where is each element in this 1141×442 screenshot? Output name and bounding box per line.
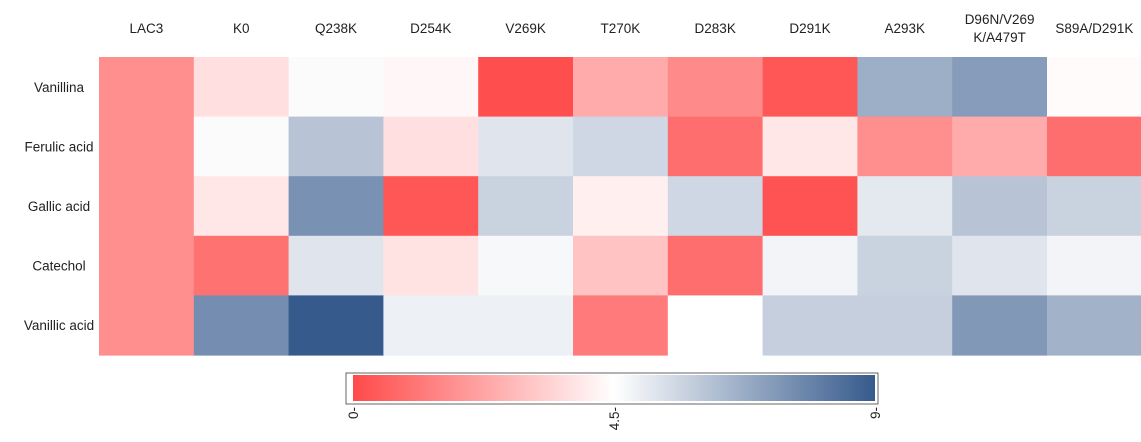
column-label-line: D254K — [410, 21, 451, 36]
column-label-line: A293K — [885, 21, 926, 36]
row-label-1: Ferulic acid — [24, 139, 93, 154]
heatmap-cell: Vanillic acid / LAC3: 1.7 — [99, 295, 195, 356]
column-label-4: V269K — [505, 21, 546, 36]
heatmap-cell: Vanillina / A293K: 6.7 — [857, 57, 953, 118]
column-label-7: D291K — [789, 21, 830, 36]
row-label-0: Vanillina — [34, 80, 85, 95]
heatmap-cell: Gallic acid / D96N/V269K/A479T: 6.1 — [952, 176, 1048, 237]
heatmap-cell: Catechol / A293K: 5.7 — [857, 235, 953, 296]
heatmap-cell: Vanillina / D96N/V269K/A479T: 7.2 — [952, 57, 1048, 118]
column-label-line: V269K — [505, 21, 546, 36]
heatmap-cell: Vanillic acid / D283K: 4.5 — [667, 295, 764, 356]
heatmap-cell: Gallic acid / Q238K: 7.5 — [288, 176, 384, 237]
column-label-5: T270K — [601, 21, 641, 36]
heatmap-cell: Catechol / S89A/D291K: 4.8 — [1047, 235, 1141, 296]
heatmap-cell: Gallic acid / A293K: 5.1 — [857, 176, 953, 237]
column-label-line: Q238K — [315, 21, 357, 36]
row-label-2: Gallic acid — [28, 199, 90, 214]
colorbar-ticks: 0- 4.5- 9- — [346, 407, 883, 430]
column-label-line: D96N/V269 — [965, 12, 1035, 27]
heatmap-cell: Gallic acid / LAC3: 1.7 — [99, 176, 195, 237]
column-label-6: D283K — [695, 21, 736, 36]
heatmap-cell: Catechol / V269K: 4.7 — [478, 235, 574, 296]
heatmap-cell: Vanillic acid / A293K: 5.8 — [857, 295, 953, 356]
heatmap-cell: Ferulic acid / D291K: 3.9 — [762, 116, 858, 177]
heatmap-cell: Gallic acid / V269K: 5.7 — [478, 176, 574, 237]
heatmap-cell: Catechol / LAC3: 1.7 — [99, 235, 195, 296]
column-label-2: Q238K — [315, 21, 357, 36]
colorbar-tick-label-1: 4.5- — [607, 407, 622, 430]
row-label-3: Catechol — [32, 259, 85, 274]
heatmap-cell: Vanillic acid / D291K: 5.8 — [762, 295, 858, 356]
colorbar-frame — [345, 372, 879, 405]
heatmap-cell: Gallic acid / S89A/D291K: 5.7 — [1047, 176, 1141, 237]
heatmap-cell: Catechol / Q238K: 5.2 — [288, 235, 384, 296]
heatmap-cell: Vanillina / LAC3: 1.7 — [99, 57, 195, 118]
colorbar: 0- 4.5- 9- — [345, 372, 883, 430]
row-label-4: Vanillic acid — [24, 318, 94, 333]
heatmap-cell: Gallic acid / K0: 3.9 — [193, 176, 290, 237]
heatmap-cell: Ferulic acid / D96N/V269K/A479T: 2.4 — [952, 116, 1048, 177]
heatmap-cell: Vanillina / D291K: 0.3 — [762, 57, 858, 118]
colorbar-gradient — [353, 375, 875, 401]
column-label-line: D291K — [789, 21, 830, 36]
column-label-8: A293K — [885, 21, 926, 36]
column-label-1: K0 — [233, 21, 250, 36]
column-labels: LAC3 K0 Q238K D254K V269K T270K D283K D291K A293… — [130, 12, 1134, 45]
heatmap-cell: Vanillic acid / S89A/D291K: 6.6 — [1047, 295, 1141, 356]
colorbar-tick-label-0: 0- — [346, 407, 361, 419]
heatmap-cell: Ferulic acid / LAC3: 1.7 — [99, 116, 195, 177]
heatmap-cell: Vanillina / D254K: 4.3 — [383, 57, 479, 118]
column-label-line: T270K — [601, 21, 641, 36]
heatmap-cell: Vanillina / D283K: 1.6 — [667, 57, 764, 118]
heatmap-cell: Ferulic acid / D283K: 0.9 — [667, 116, 764, 177]
column-label-line: D283K — [695, 21, 736, 36]
heatmap-cell: Ferulic acid / K0: 4.6 — [193, 116, 290, 177]
row-labels: Vanillina Ferulic acid Gallic acid Catechol… — [24, 80, 94, 333]
heatmap-cell: Gallic acid / D254K: 0.3 — [383, 176, 479, 237]
heatmap-cell: Gallic acid / D291K: 0.2 — [762, 176, 858, 237]
heatmap-cell: Ferulic acid / T270K: 5.6 — [573, 116, 669, 177]
column-label-line: K0 — [233, 21, 250, 36]
column-label-3: D254K — [410, 21, 451, 36]
heatmap-cell: Gallic acid / T270K: 4.1 — [573, 176, 669, 237]
column-label-line: K/A479T — [973, 30, 1026, 45]
heatmap-cells: Vanillina / LAC3: 1.7Vanillina / K0: 3.7… — [99, 57, 1141, 356]
column-label-line: S89A/D291K — [1055, 21, 1133, 36]
heatmap-cell: Ferulic acid / Q238K: 6.1 — [288, 116, 384, 177]
heatmap-cell: Catechol / K0: 1 — [193, 235, 290, 296]
column-label-line: LAC3 — [130, 21, 164, 36]
colorbar-tick-label-2: 9- — [868, 407, 883, 419]
column-label-0: LAC3 — [130, 21, 164, 36]
heatmap-cell: Vanillic acid / T270K: 1.2 — [573, 295, 669, 356]
column-label-10: S89A/D291K — [1055, 21, 1133, 36]
heatmap-cell: Vanillic acid / D96N/V269K/A479T: 7.3 — [952, 295, 1048, 356]
heatmap-cell: Ferulic acid / D254K: 3.7 — [383, 116, 479, 177]
heatmap-cell: Vanillina / Q238K: 4.6 — [288, 57, 384, 118]
heatmap-cell: Catechol / T270K: 3 — [573, 235, 669, 296]
heatmap-cell: Ferulic acid / S89A/D291K: 0.9 — [1047, 116, 1141, 177]
heatmap-cell: Catechol / D254K: 3.8 — [383, 235, 479, 296]
column-label-9: D96N/V269 K/A479T — [965, 12, 1035, 45]
heatmap-cell: Vanillina / S89A/D291K: 4.4 — [1047, 57, 1141, 118]
heatmap-cell: Vanillina / K0: 3.7 — [193, 57, 290, 118]
heatmap-cell: Catechol / D283K: 0.9 — [667, 235, 764, 296]
heatmap-cell: Vanillic acid / Q238K: 9 — [288, 295, 384, 356]
heatmap-cell: Vanillic acid / V269K: 4.9 — [478, 295, 574, 356]
heatmap-cell: Ferulic acid / V269K: 5.2 — [478, 116, 574, 177]
heatmap-cell: Vanillina / V269K: 0.1 — [478, 57, 574, 118]
heatmap-cell: Ferulic acid / A293K: 1.7 — [857, 116, 953, 177]
heatmap-cell: Gallic acid / D283K: 5.6 — [667, 176, 764, 237]
heatmap-cell: Catechol / D291K: 4.8 — [762, 235, 858, 296]
heatmap-cell: Vanillic acid / K0: 7.6 — [193, 295, 290, 356]
heatmap-cell: Catechol / D96N/V269K/A479T: 5.2 — [952, 235, 1048, 296]
heatmap-cell: Vanillina / T270K: 2.4 — [573, 57, 669, 118]
heatmap-cell: Vanillic acid / D254K: 4.9 — [383, 295, 479, 356]
